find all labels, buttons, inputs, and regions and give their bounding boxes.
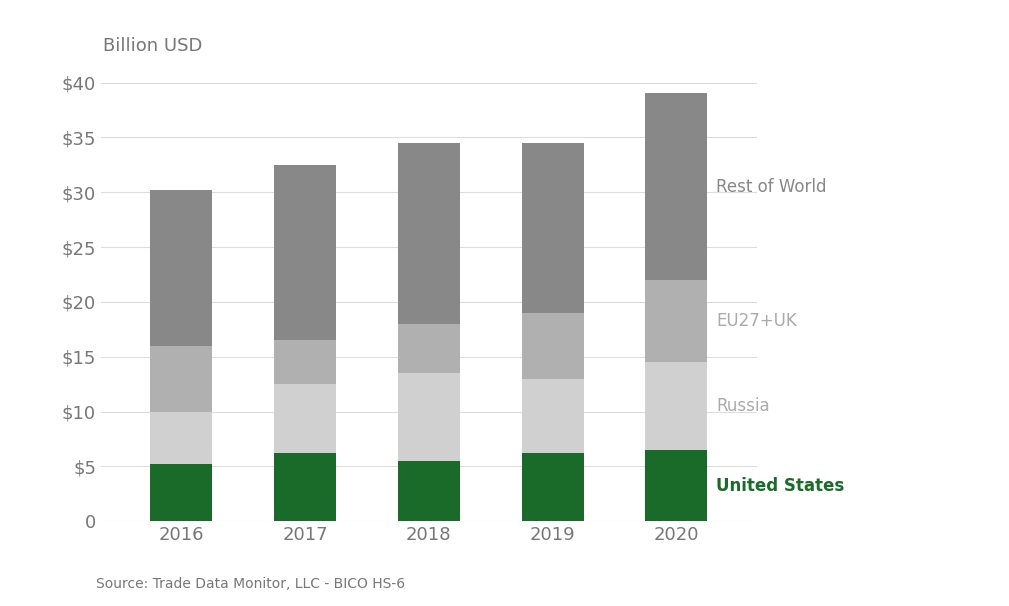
Bar	[398, 461, 460, 521]
Bar	[646, 362, 707, 450]
Bar	[274, 165, 336, 340]
Text: Source: Trade Data Monitor, LLC - BICO HS-6: Source: Trade Data Monitor, LLC - BICO H…	[96, 577, 405, 591]
Bar	[274, 384, 336, 453]
Text: Billion USD: Billion USD	[103, 37, 203, 55]
Text: Russia: Russia	[716, 397, 770, 415]
Bar	[522, 143, 583, 313]
Bar	[150, 345, 212, 411]
Bar	[274, 453, 336, 521]
Bar	[398, 373, 460, 461]
Bar	[522, 379, 583, 453]
Text: EU27+UK: EU27+UK	[716, 312, 797, 330]
Bar	[646, 450, 707, 521]
Bar	[398, 143, 460, 324]
Bar	[150, 411, 212, 464]
Bar	[522, 453, 583, 521]
Bar	[150, 190, 212, 345]
Bar	[522, 313, 583, 379]
Bar	[398, 324, 460, 373]
Bar	[646, 93, 707, 280]
Text: United States: United States	[716, 476, 845, 494]
Bar	[646, 280, 707, 362]
Bar	[274, 340, 336, 384]
Text: Rest of World: Rest of World	[716, 178, 826, 196]
Bar	[150, 464, 212, 521]
